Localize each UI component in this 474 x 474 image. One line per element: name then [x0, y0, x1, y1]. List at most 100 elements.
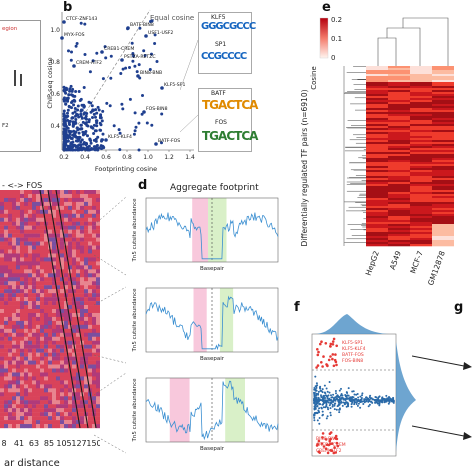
c-cell [12, 190, 17, 195]
e-cell [388, 182, 410, 185]
f-point [365, 398, 368, 401]
f-point [318, 402, 321, 405]
b-annotation: BATF-FOS [158, 138, 180, 144]
b-point [70, 50, 73, 54]
c-cell [92, 249, 97, 254]
c-cell [36, 372, 41, 377]
c-cell [12, 305, 17, 310]
c-cell [52, 277, 57, 282]
f-point [317, 396, 320, 399]
b-point [99, 128, 103, 132]
c-cell [88, 372, 93, 377]
e-colorbar-max: 0.2 [331, 16, 342, 24]
c-cell [28, 416, 33, 421]
c-cell [28, 193, 33, 199]
c-cell [52, 285, 57, 290]
b-point [96, 105, 100, 109]
c-cell [24, 408, 29, 413]
e-cell [388, 154, 410, 157]
f-point [375, 401, 378, 403]
e-cell [410, 194, 432, 197]
c-cell [44, 237, 49, 242]
c-cell [84, 301, 89, 306]
c-cell [32, 305, 37, 310]
e-cell [410, 178, 432, 181]
b-annotated-point [142, 110, 146, 114]
e-cell [388, 106, 410, 109]
e-cell [432, 148, 454, 151]
b-annotated-point [120, 58, 124, 62]
e-cell [410, 156, 432, 159]
c-cell [52, 312, 57, 318]
c-cell [4, 233, 9, 238]
c-cell [60, 201, 65, 207]
c-cell [60, 348, 65, 353]
c-cell [12, 309, 17, 314]
c-cell [96, 241, 100, 246]
e-cell [432, 128, 454, 131]
b-point [137, 63, 141, 67]
c-cell [8, 324, 13, 330]
c-cell [52, 241, 57, 246]
c-cell [64, 316, 69, 322]
e-cell [410, 198, 432, 201]
c-cell [12, 301, 17, 306]
f-sig-point [331, 343, 335, 346]
e-cell [388, 86, 410, 89]
c-cell [52, 404, 57, 409]
c-cell [28, 305, 33, 310]
c-cell [16, 396, 21, 401]
e-cell [388, 210, 410, 213]
c-cell [0, 293, 5, 298]
c-cell [40, 372, 45, 377]
c-cell [12, 277, 17, 282]
c-cell [56, 412, 61, 417]
c-cell [48, 253, 53, 258]
c-cell [28, 217, 33, 222]
c-cell [36, 301, 41, 306]
c-cell [92, 241, 97, 246]
c-cell [96, 229, 100, 234]
f-point [355, 403, 358, 405]
e-cell [388, 204, 410, 207]
c-cell [44, 309, 49, 314]
f-point [316, 384, 319, 387]
c-cell [96, 253, 100, 258]
e-cell [366, 236, 388, 239]
b-point [143, 54, 147, 57]
c-cell [68, 229, 73, 234]
c-cell [32, 416, 37, 421]
c-cell [12, 412, 17, 417]
b-point [121, 67, 125, 71]
e-cell [410, 128, 432, 131]
c-cell [76, 336, 81, 341]
c-cell [68, 396, 73, 401]
c-cell [56, 301, 61, 306]
e-column-label: GM12878 [426, 249, 447, 286]
e-cell [366, 244, 388, 247]
c-xlabel: ar distance [4, 458, 60, 469]
c-cell [0, 368, 5, 373]
c-cell [32, 320, 37, 326]
f-point [332, 397, 335, 400]
c-cell [32, 257, 37, 262]
e-cell [366, 110, 388, 113]
e-cell [432, 66, 454, 69]
c-cell [80, 364, 85, 369]
f-point [329, 414, 332, 417]
c-cell [16, 412, 21, 417]
e-cell [366, 242, 388, 245]
c-cell [24, 320, 29, 326]
c-cell [0, 320, 5, 326]
c-cell [64, 380, 69, 385]
c-cell [12, 261, 17, 266]
c-cell [64, 213, 69, 218]
c-cell [20, 241, 25, 246]
c-cell [52, 392, 57, 397]
c-cell [0, 193, 5, 199]
c-cell [16, 340, 21, 345]
c-cell [76, 297, 81, 302]
c-cell [88, 269, 93, 274]
b-point [90, 104, 94, 108]
e-cell [366, 76, 388, 79]
